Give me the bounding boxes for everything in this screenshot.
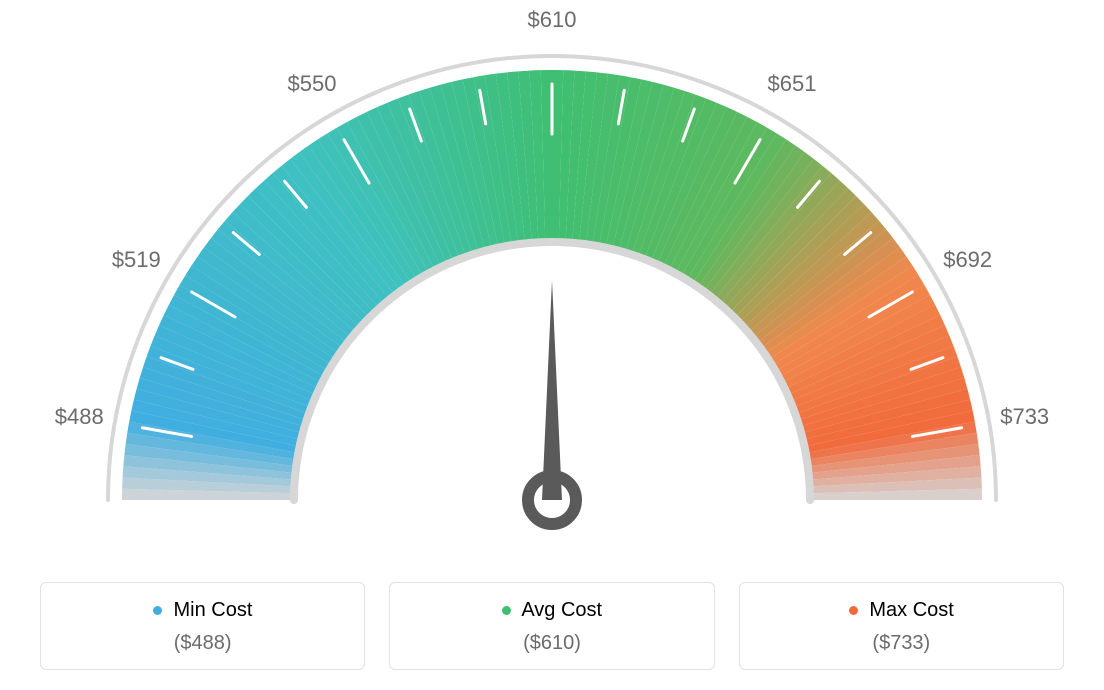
gauge-tick-label: $488 bbox=[55, 404, 104, 430]
gauge-tick-label: $610 bbox=[528, 7, 577, 33]
gauge-tick-label: $651 bbox=[768, 71, 817, 97]
gauge-tick-label: $550 bbox=[288, 71, 337, 97]
gauge-tick-label: $692 bbox=[943, 247, 992, 273]
legend-dot-max bbox=[849, 606, 858, 615]
cost-gauge-widget: $488 $519 $550 $610 $651 $692 $733 Min Cost ($… bbox=[0, 0, 1104, 690]
legend-label-avg-text: Avg Cost bbox=[521, 599, 602, 621]
legend-card-max: Max Cost ($733) bbox=[739, 582, 1064, 670]
legend-dot-min bbox=[153, 606, 162, 615]
legend-label-max-text: Max Cost bbox=[869, 599, 953, 621]
legend-label-min-text: Min Cost bbox=[173, 599, 252, 621]
gauge-tick-label: $519 bbox=[112, 247, 161, 273]
legend-value-min: ($488) bbox=[51, 632, 354, 655]
legend-label-max: Max Cost bbox=[750, 599, 1053, 622]
legend-card-min: Min Cost ($488) bbox=[40, 582, 365, 670]
legend-label-min: Min Cost bbox=[51, 599, 354, 622]
legend-value-max: ($733) bbox=[750, 632, 1053, 655]
legend-value-avg: ($610) bbox=[400, 632, 703, 655]
legend-row: Min Cost ($488) Avg Cost ($610) Max Cost… bbox=[40, 582, 1064, 670]
gauge-tick-label: $733 bbox=[1000, 404, 1049, 430]
legend-dot-avg bbox=[502, 606, 511, 615]
gauge-chart: $488 $519 $550 $610 $651 $692 $733 bbox=[0, 0, 1104, 560]
legend-card-avg: Avg Cost ($610) bbox=[389, 582, 714, 670]
legend-label-avg: Avg Cost bbox=[400, 599, 703, 622]
